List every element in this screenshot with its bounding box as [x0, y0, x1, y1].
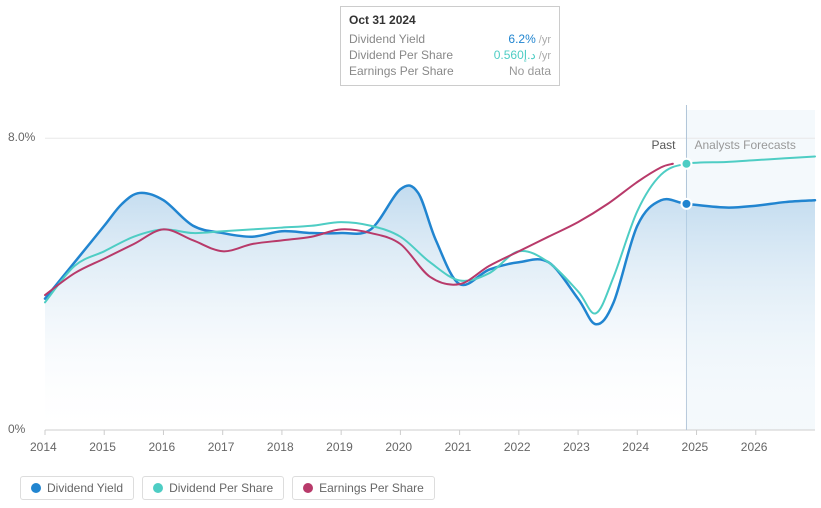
legend-label: Dividend Yield [47, 481, 123, 495]
forecast-label: Analysts Forecasts [694, 138, 795, 152]
x-axis-label: 2019 [326, 440, 353, 454]
chart-legend: Dividend Yield Dividend Per Share Earnings… [20, 476, 435, 500]
x-axis-label: 2015 [89, 440, 116, 454]
x-axis-label: 2021 [445, 440, 472, 454]
x-axis-label: 2014 [30, 440, 57, 454]
legend-item[interactable]: Earnings Per Share [292, 476, 435, 500]
legend-dot-icon [303, 483, 313, 493]
tooltip-row-label: Dividend Per Share [349, 48, 453, 62]
tooltip-date: Oct 31 2024 [349, 13, 551, 27]
x-axis-label: 2025 [682, 440, 709, 454]
x-axis-label: 2020 [385, 440, 412, 454]
tooltip-row: Earnings Per Share No data [349, 63, 551, 79]
legend-label: Earnings Per Share [319, 481, 424, 495]
tooltip-row-label: Dividend Yield [349, 32, 425, 46]
tooltip-row: Dividend Per Share 0.560د.إ/yr [349, 47, 551, 63]
legend-dot-icon [31, 483, 41, 493]
x-axis-label: 2022 [504, 440, 531, 454]
x-axis-label: 2016 [148, 440, 175, 454]
tooltip-row: Dividend Yield 6.2%/yr [349, 31, 551, 47]
y-axis-label: 8.0% [8, 130, 35, 144]
legend-label: Dividend Per Share [169, 481, 273, 495]
legend-dot-icon [153, 483, 163, 493]
legend-item[interactable]: Dividend Per Share [142, 476, 284, 500]
y-axis-label: 0% [8, 422, 25, 436]
tooltip-row-value: 0.560د.إ/yr [494, 48, 551, 62]
past-label: Past [651, 138, 675, 152]
x-axis-label: 2026 [741, 440, 768, 454]
dividend-chart: Oct 31 2024 Dividend Yield6.2%/yrDividen… [0, 0, 821, 508]
chart-tooltip: Oct 31 2024 Dividend Yield6.2%/yrDividen… [340, 6, 560, 86]
x-axis-label: 2024 [622, 440, 649, 454]
x-axis-label: 2018 [267, 440, 294, 454]
tooltip-row-value: 6.2%/yr [508, 32, 551, 46]
legend-item[interactable]: Dividend Yield [20, 476, 134, 500]
tooltip-row-label: Earnings Per Share [349, 64, 454, 78]
tooltip-row-value: No data [509, 64, 551, 78]
x-axis-label: 2017 [208, 440, 235, 454]
x-axis-label: 2023 [563, 440, 590, 454]
